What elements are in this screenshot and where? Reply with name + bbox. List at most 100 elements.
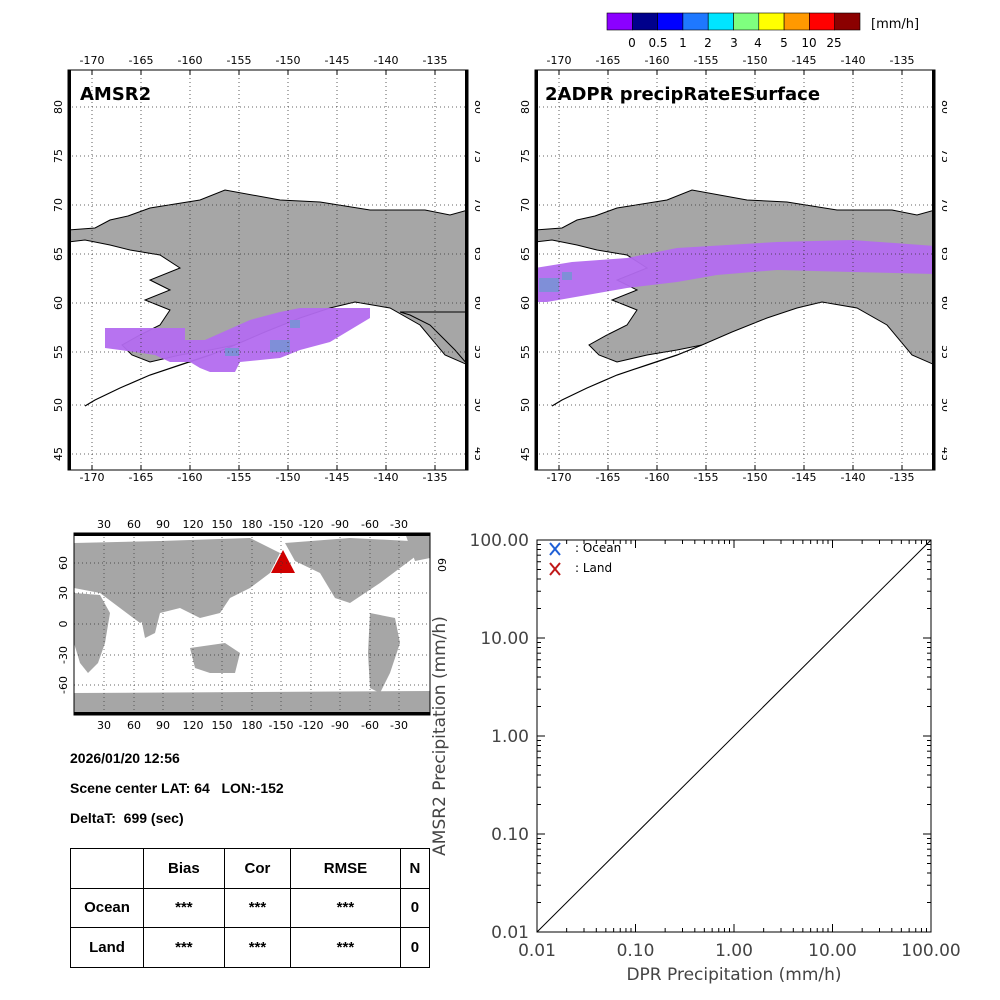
stats-rmse-value: *** [290,927,401,968]
south-america-land [368,613,400,693]
globe-lon-tick-bottom: 150 [212,719,233,732]
lon-tick-bottom: -165 [129,471,154,484]
lon-tick-top: -140 [374,54,399,67]
globe-lon-tick-top: -30 [390,518,408,531]
lat-tick-left: 75 [52,149,65,163]
globe-lon-tick-bottom: -90 [331,719,349,732]
globe-lat-tick: 30 [57,586,70,600]
stats-header-n: N [399,848,431,889]
scene-datetime: 2026/01/20 12:56 [70,750,180,766]
globe-lon-tick-bottom: 120 [183,719,204,732]
lat-tick-left: 45 [52,447,65,461]
lon-tick-bottom: -155 [694,471,719,484]
globe-lon-tick-top: -60 [361,518,379,531]
amsr2-precip-patch [270,340,290,352]
lat-tick-right: 45 [472,447,480,461]
globe-map: 60 30 30 60 60 90 90 120 120 150 150 180 180 -150 -15… [57,518,448,732]
y-axis-label: AMSR2 Precipitation (mm/h) [430,616,450,856]
lon-tick-bottom: -150 [276,471,301,484]
lat-tick-right: 70 [472,198,480,212]
stats-header-rmse: RMSE [290,848,401,889]
aleutian-chain [551,344,703,407]
globe-lon-tick-bottom: -120 [299,719,324,732]
stats-bias-value: *** [143,927,225,968]
lon-tick-bottom: -165 [596,471,621,484]
colorbar-swatch [834,12,861,31]
lat-tick-left: 70 [519,198,532,212]
lon-tick-bottom: -170 [80,471,105,484]
lon-tick-bottom: -140 [374,471,399,484]
lon-tick-bottom: -145 [792,471,817,484]
y-tick-label: 0.01 [491,923,529,943]
lat-tick-left: 80 [519,100,532,114]
greenland-land [405,533,430,561]
globe-lon-tick-top: -90 [331,518,349,531]
scene-center-triangle [271,550,295,573]
colorbar-label-2: 1 [679,36,687,50]
colorbar-unit: [mm/h] [871,17,919,32]
lon-tick-top: -145 [325,54,350,67]
lat-tick-right: 45 [939,447,947,461]
dpr-precip-patch [562,272,572,280]
india-land [140,613,160,638]
lon-tick-top: -135 [890,54,915,67]
dpr-map: 2ADPR precipRateESurface -170 -170 -165 -16… [519,54,947,484]
globe-lon-tick-bottom: -30 [390,719,408,732]
lon-tick-top: -160 [645,54,670,67]
x-axis-label: DPR Precipitation (mm/h) [626,965,841,985]
lat-tick-right: 80 [939,100,947,114]
colorbar-label-7: 10 [801,36,816,50]
stats-cor-value: *** [223,927,292,968]
colorbar-swatch [707,12,734,31]
globe-lat-tick: 0 [57,621,70,628]
antarctica-land [74,691,430,715]
lat-tick-left: 55 [52,345,65,359]
legend-land-marker [549,562,561,576]
africa-land [74,593,110,673]
x-tick-label: 1.00 [715,941,753,961]
legend: : Ocean : Land [549,541,621,576]
amsr2-title: AMSR2 [80,84,151,105]
colorbar-swatch [606,12,633,31]
lon-tick-bottom: -160 [645,471,670,484]
lon-tick-top: -165 [129,54,154,67]
stats-header-empty [70,848,144,889]
lon-tick-bottom: -140 [841,471,866,484]
legend-land-label: : Land [575,561,612,575]
lon-tick-top: -155 [227,54,252,67]
lat-tick-right: 65 [939,247,947,261]
lat-tick-left: 60 [519,296,532,310]
lon-tick-top: -160 [178,54,203,67]
lat-tick-left: 70 [52,198,65,212]
stats-header-cor: Cor [223,848,292,889]
lat-tick-left: 75 [519,149,532,163]
x-tick-label: 100.00 [901,941,960,961]
lon-tick-top: -170 [547,54,572,67]
colorbar-swatch [783,12,810,31]
x-tick-label: 0.01 [518,941,556,961]
lat-tick-right: 50 [939,398,947,412]
stats-n-value: 0 [399,927,431,968]
lon-tick-bottom: -150 [743,471,768,484]
alaska-land [535,189,935,366]
scene-delta-t: DeltaT: 699 (sec) [70,810,184,826]
lat-tick-right: 65 [472,247,480,261]
lon-tick-top: -145 [792,54,817,67]
globe-lon-tick-top: 30 [97,518,111,531]
globe-lon-tick-bottom: -150 [269,719,294,732]
colorbar-label-0: 0 [628,36,636,50]
globe-lon-tick-bottom: -60 [361,719,379,732]
globe-lon-tick-top: 150 [212,518,233,531]
lat-tick-right: 75 [472,149,480,163]
lon-tick-bottom: -160 [178,471,203,484]
lat-tick-left: 50 [519,398,532,412]
x-tick-label: 10.00 [808,941,857,961]
colorbar-label-5: 4 [754,36,762,50]
lat-tick-left: 80 [52,100,65,114]
lon-tick-bottom: -135 [423,471,448,484]
globe-lon-tick-top: -120 [299,518,324,531]
australia-land [190,643,240,673]
globe-lon-tick-bottom: 30 [97,719,111,732]
globe-lat-tick: -60 [57,676,70,694]
colorbar-label-3: 2 [704,36,712,50]
